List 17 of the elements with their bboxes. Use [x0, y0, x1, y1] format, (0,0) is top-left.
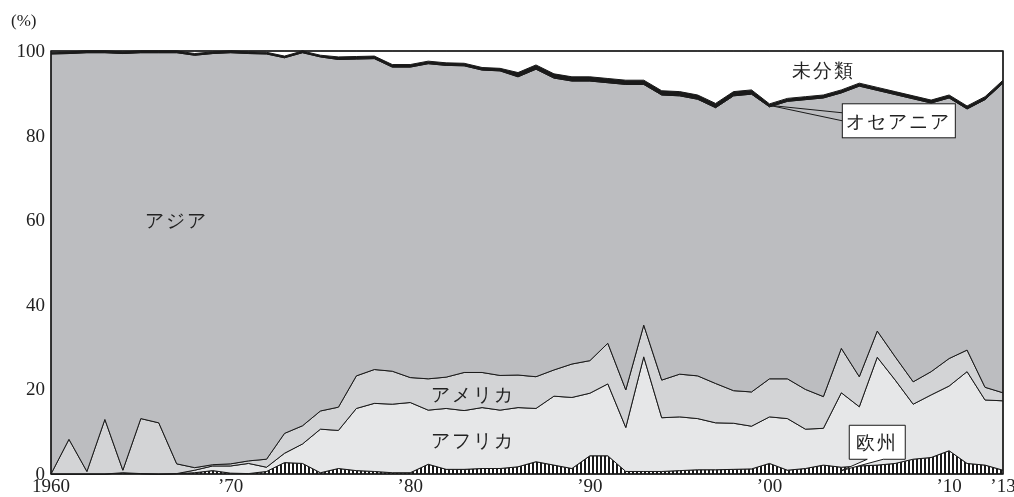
x-tick-label: ’70: [217, 475, 244, 496]
series-label: アジア: [145, 210, 209, 232]
series-label: アメリカ: [431, 383, 516, 405]
series-label: 未分類: [791, 60, 855, 82]
y-tick-label: 100: [16, 40, 45, 61]
y-axis-title: (%): [11, 11, 37, 30]
x-tick-label: ’00: [756, 475, 783, 496]
x-tick-label: ’10: [936, 475, 962, 496]
y-tick-label: 80: [26, 124, 45, 146]
y-tick-label: 40: [26, 293, 45, 315]
x-tick-label: ’90: [577, 475, 603, 496]
series-label: 欧州: [856, 432, 899, 454]
y-tick-label: 60: [26, 209, 45, 231]
y-tick-label: 20: [26, 378, 45, 400]
legend-label: オセアニア: [846, 110, 952, 132]
x-tick-label: ’80: [397, 475, 423, 496]
series-label: アフリカ: [431, 430, 516, 452]
